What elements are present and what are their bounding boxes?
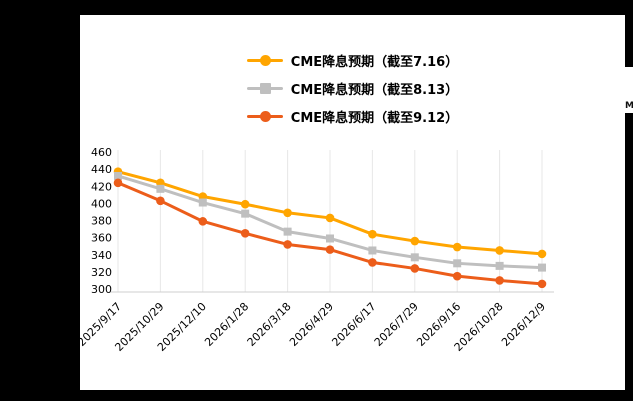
svg-text:440: 440 xyxy=(91,163,112,176)
svg-text:380: 380 xyxy=(91,215,112,228)
chart-legend: CME降息预期（截至7.16） CME降息预期（截至8.13） CME降息预期（… xyxy=(80,51,625,126)
svg-text:460: 460 xyxy=(91,146,112,159)
svg-text:420: 420 xyxy=(91,180,112,193)
adjacent-panel-text: M xyxy=(625,101,633,111)
svg-text:360: 360 xyxy=(91,232,112,245)
svg-text:340: 340 xyxy=(91,249,112,262)
legend-label: CME降息预期（截至8.13） xyxy=(290,83,459,98)
svg-text:2026/12/9: 2026/12/9 xyxy=(499,300,548,349)
legend-item-cme-716[interactable]: CME降息预期（截至7.16） xyxy=(246,51,459,70)
svg-text:2026/6/17: 2026/6/17 xyxy=(329,300,378,349)
legend-label: CME降息预期（截至7.16） xyxy=(290,55,459,70)
legend-marker-circle-icon xyxy=(246,54,283,67)
chart-panel: CME降息预期（截至7.16） CME降息预期（截至8.13） CME降息预期（… xyxy=(80,15,625,390)
legend-marker-square-icon xyxy=(246,82,283,95)
svg-text:2026/7/29: 2026/7/29 xyxy=(372,300,421,349)
svg-text:320: 320 xyxy=(91,266,112,279)
legend-marker-circle-icon xyxy=(246,110,283,123)
adjacent-panel-fragment: M xyxy=(625,67,633,113)
legend-item-cme-912[interactable]: CME降息预期（截至9.12） xyxy=(246,107,459,126)
svg-text:2026/3/18: 2026/3/18 xyxy=(245,300,294,349)
svg-text:300: 300 xyxy=(91,283,112,296)
svg-text:400: 400 xyxy=(91,197,112,210)
svg-text:2026/4/29: 2026/4/29 xyxy=(287,300,336,349)
line-chart: 3003203403603804004204404602025/9/172025… xyxy=(80,146,554,354)
legend-label: CME降息预期（截至9.12） xyxy=(290,111,459,126)
legend-item-cme-813[interactable]: CME降息预期（截至8.13） xyxy=(246,79,459,98)
svg-text:2026/1/28: 2026/1/28 xyxy=(202,300,251,349)
